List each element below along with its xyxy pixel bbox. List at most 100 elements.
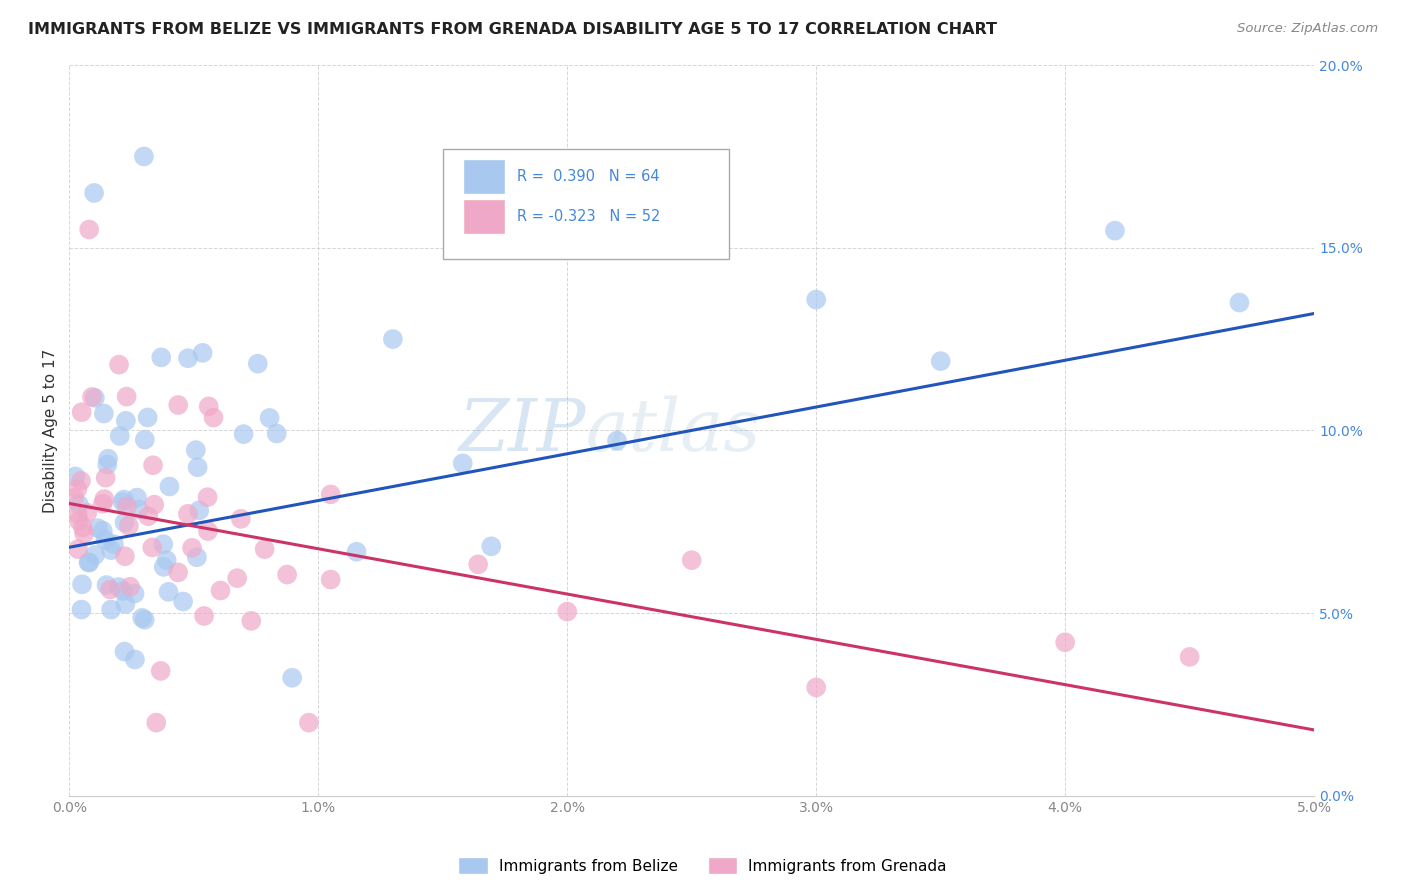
Point bbox=[149, 664, 172, 678]
Point bbox=[804, 681, 827, 695]
Point bbox=[191, 346, 214, 360]
Point bbox=[67, 542, 90, 557]
Point bbox=[134, 433, 156, 447]
Point bbox=[91, 497, 114, 511]
Point bbox=[184, 443, 207, 458]
Point bbox=[266, 426, 288, 441]
Point bbox=[156, 553, 179, 567]
Point bbox=[115, 500, 138, 514]
Point bbox=[240, 614, 263, 628]
Point bbox=[96, 578, 118, 592]
Point bbox=[103, 537, 125, 551]
Point bbox=[197, 490, 219, 504]
Point bbox=[100, 543, 122, 558]
Point bbox=[80, 390, 103, 404]
Point bbox=[451, 456, 474, 470]
Point bbox=[319, 573, 342, 587]
Point bbox=[681, 553, 703, 567]
Point bbox=[66, 507, 89, 521]
Point bbox=[226, 571, 249, 585]
Text: R =  0.390   N = 64: R = 0.390 N = 64 bbox=[517, 169, 659, 184]
Point bbox=[108, 358, 131, 372]
Point bbox=[76, 506, 98, 520]
Point bbox=[246, 357, 269, 371]
Point bbox=[1178, 649, 1201, 664]
Point bbox=[167, 398, 190, 412]
Point bbox=[259, 411, 281, 425]
Point bbox=[1229, 295, 1251, 310]
Point bbox=[150, 351, 173, 365]
Point bbox=[98, 582, 121, 597]
Point bbox=[152, 537, 174, 551]
Point bbox=[141, 541, 163, 555]
Point bbox=[467, 558, 489, 572]
Point bbox=[118, 518, 141, 533]
Point bbox=[181, 541, 204, 555]
Point bbox=[94, 471, 117, 485]
Point bbox=[157, 585, 180, 599]
Point bbox=[115, 390, 138, 404]
Point bbox=[232, 427, 254, 442]
Point bbox=[346, 545, 368, 559]
Point bbox=[298, 715, 321, 730]
Point bbox=[67, 514, 90, 528]
Point bbox=[111, 495, 134, 509]
Point bbox=[134, 613, 156, 627]
Point bbox=[136, 509, 159, 524]
Point bbox=[96, 458, 118, 472]
Point bbox=[72, 520, 94, 534]
Point bbox=[79, 556, 101, 570]
Point bbox=[197, 524, 219, 538]
Point bbox=[77, 555, 100, 569]
Point bbox=[107, 580, 129, 594]
Point bbox=[114, 549, 136, 564]
Point bbox=[229, 512, 252, 526]
Point bbox=[114, 644, 136, 658]
Text: R = -0.323   N = 52: R = -0.323 N = 52 bbox=[517, 209, 661, 224]
Text: Source: ZipAtlas.com: Source: ZipAtlas.com bbox=[1237, 22, 1378, 36]
Point bbox=[145, 715, 167, 730]
Point bbox=[479, 539, 502, 553]
Point bbox=[66, 482, 89, 496]
Point bbox=[187, 460, 209, 475]
Point bbox=[177, 507, 200, 521]
Point bbox=[152, 560, 174, 574]
Point bbox=[70, 405, 93, 419]
Point bbox=[83, 391, 105, 405]
Point bbox=[177, 351, 200, 366]
Point bbox=[159, 479, 181, 493]
Point bbox=[93, 491, 115, 506]
Point bbox=[131, 611, 153, 625]
FancyBboxPatch shape bbox=[464, 201, 503, 233]
Point bbox=[128, 502, 150, 516]
Legend: Immigrants from Belize, Immigrants from Grenada: Immigrants from Belize, Immigrants from … bbox=[453, 852, 953, 880]
Point bbox=[929, 354, 952, 368]
Point bbox=[112, 492, 135, 507]
Point bbox=[281, 671, 304, 685]
Point bbox=[94, 533, 117, 547]
Point bbox=[804, 293, 827, 307]
Point bbox=[83, 186, 105, 200]
Point bbox=[124, 652, 146, 666]
Point bbox=[555, 605, 578, 619]
Point bbox=[167, 566, 190, 580]
Point bbox=[188, 503, 211, 517]
Point bbox=[172, 594, 194, 608]
Point bbox=[319, 487, 342, 501]
Point bbox=[1104, 224, 1126, 238]
Point bbox=[143, 498, 166, 512]
Point bbox=[73, 526, 96, 541]
Point bbox=[70, 577, 93, 591]
Text: atlas: atlas bbox=[586, 395, 762, 466]
Point bbox=[606, 434, 628, 448]
FancyBboxPatch shape bbox=[443, 149, 730, 259]
Point bbox=[97, 451, 120, 466]
Point bbox=[136, 410, 159, 425]
Point bbox=[125, 491, 148, 505]
Point bbox=[91, 524, 114, 538]
Point bbox=[253, 542, 276, 557]
Point bbox=[63, 491, 86, 505]
Point bbox=[132, 149, 155, 163]
Point bbox=[87, 521, 110, 535]
Point bbox=[1054, 635, 1077, 649]
